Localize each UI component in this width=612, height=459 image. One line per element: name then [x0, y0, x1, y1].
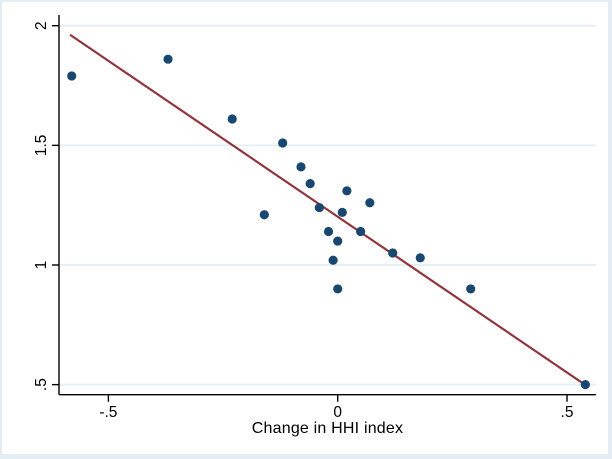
data-point — [227, 114, 237, 124]
y-tick-label: .5 — [33, 378, 50, 391]
x-tick-label: 0 — [333, 404, 342, 421]
data-point — [580, 380, 590, 390]
x-tick-label: .5 — [561, 404, 574, 421]
data-point — [337, 207, 347, 217]
x-tick-label: -.5 — [99, 404, 117, 421]
y-tick-label: 1 — [33, 261, 50, 270]
data-point — [365, 198, 375, 208]
data-point — [388, 248, 398, 258]
data-point — [333, 284, 343, 294]
data-point — [342, 186, 352, 196]
data-point — [415, 253, 425, 263]
data-point — [323, 226, 334, 237]
frame-border-left — [0, 0, 2, 459]
data-point — [356, 226, 366, 237]
data-point — [259, 210, 269, 220]
data-point — [328, 255, 338, 265]
frame-border-top — [0, 0, 612, 2]
data-point — [163, 54, 173, 64]
frame-border-right — [608, 0, 612, 459]
data-point — [278, 138, 288, 148]
data-point — [296, 162, 306, 172]
y-tick-label: 1.5 — [33, 135, 50, 157]
data-point — [314, 202, 324, 213]
data-point — [305, 179, 315, 189]
data-point — [466, 284, 476, 294]
frame-border-bottom — [0, 454, 612, 459]
y-tick-label: 2 — [33, 21, 50, 30]
data-point — [333, 236, 343, 246]
x-axis-title: Change in HHI index — [251, 420, 404, 437]
data-point — [67, 71, 77, 81]
fit-line — [69, 34, 586, 386]
